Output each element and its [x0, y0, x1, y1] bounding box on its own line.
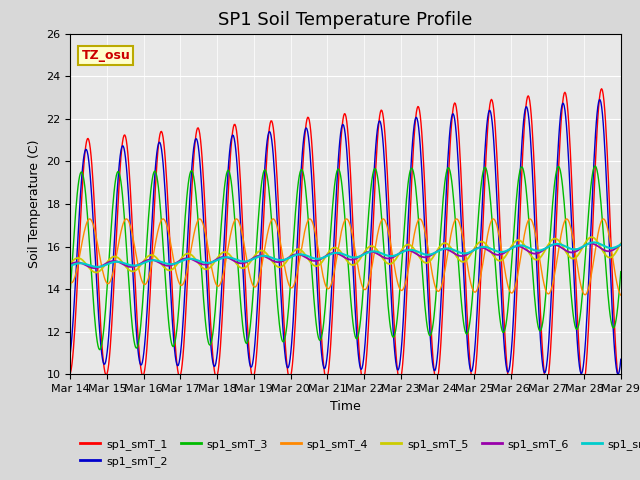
sp1_smT_4	[429, 276, 437, 282]
sp1_smT_4	[413, 220, 421, 226]
sp1_smT_2	[133, 337, 141, 343]
Line: sp1_smT_4: sp1_smT_4	[70, 219, 621, 295]
Legend: sp1_smT_1, sp1_smT_2, sp1_smT_3, sp1_smT_4, sp1_smT_5, sp1_smT_6, sp1_smT_7: sp1_smT_1, sp1_smT_2, sp1_smT_3, sp1_smT…	[76, 435, 640, 471]
sp1_smT_6	[67, 261, 74, 267]
sp1_smT_7	[617, 241, 625, 247]
sp1_smT_1	[189, 168, 196, 174]
sp1_smT_3	[95, 347, 103, 352]
sp1_smT_7	[93, 264, 101, 270]
sp1_smT_2	[189, 153, 196, 158]
sp1_smT_1	[598, 86, 605, 92]
sp1_smT_7	[219, 255, 227, 261]
sp1_smT_3	[77, 170, 84, 176]
sp1_smT_1	[413, 109, 420, 115]
sp1_smT_6	[429, 251, 437, 257]
sp1_smT_6	[134, 262, 141, 268]
sp1_smT_4	[133, 257, 141, 263]
sp1_smT_6	[91, 265, 99, 271]
sp1_smT_5	[190, 254, 198, 260]
sp1_smT_7	[413, 249, 421, 254]
sp1_smT_3	[429, 320, 437, 326]
sp1_smT_5	[67, 261, 74, 266]
Line: sp1_smT_6: sp1_smT_6	[70, 243, 621, 268]
sp1_smT_4	[190, 233, 198, 239]
sp1_smT_6	[587, 240, 595, 246]
sp1_smT_6	[190, 257, 198, 263]
sp1_smT_7	[67, 263, 74, 269]
sp1_smT_1	[133, 317, 141, 323]
sp1_smT_3	[219, 203, 227, 208]
sp1_smT_4	[617, 292, 625, 298]
sp1_smT_5	[429, 254, 437, 260]
sp1_smT_1	[616, 382, 624, 388]
sp1_smT_2	[429, 360, 436, 365]
sp1_smT_2	[596, 97, 604, 103]
sp1_smT_1	[67, 370, 74, 376]
sp1_smT_4	[77, 249, 84, 254]
sp1_smT_3	[190, 174, 198, 180]
sp1_smT_4	[219, 273, 227, 279]
sp1_smT_6	[77, 260, 84, 266]
Y-axis label: Soil Temperature (C): Soil Temperature (C)	[28, 140, 41, 268]
sp1_smT_3	[413, 200, 421, 206]
sp1_smT_7	[190, 256, 198, 262]
sp1_smT_2	[617, 357, 625, 362]
sp1_smT_5	[92, 270, 99, 276]
Line: sp1_smT_7: sp1_smT_7	[70, 242, 621, 267]
sp1_smT_4	[67, 279, 74, 285]
Line: sp1_smT_2: sp1_smT_2	[70, 100, 621, 374]
sp1_smT_7	[590, 240, 598, 245]
Text: TZ_osu: TZ_osu	[81, 49, 130, 62]
sp1_smT_7	[429, 251, 437, 256]
sp1_smT_3	[67, 286, 74, 292]
sp1_smT_5	[134, 266, 141, 272]
sp1_smT_1	[218, 319, 226, 324]
Line: sp1_smT_1: sp1_smT_1	[70, 89, 621, 385]
Line: sp1_smT_5: sp1_smT_5	[70, 237, 621, 273]
sp1_smT_2	[413, 114, 420, 120]
sp1_smT_6	[219, 254, 227, 260]
sp1_smT_2	[614, 371, 621, 377]
sp1_smT_1	[617, 380, 625, 386]
sp1_smT_2	[218, 280, 226, 286]
sp1_smT_5	[413, 251, 421, 256]
sp1_smT_5	[77, 256, 84, 262]
Title: SP1 Soil Temperature Profile: SP1 Soil Temperature Profile	[218, 11, 473, 29]
sp1_smT_3	[617, 269, 625, 275]
sp1_smT_7	[134, 262, 141, 268]
sp1_smT_4	[159, 216, 167, 222]
X-axis label: Time: Time	[330, 400, 361, 413]
sp1_smT_5	[617, 240, 625, 246]
sp1_smT_5	[588, 234, 596, 240]
sp1_smT_2	[67, 349, 74, 355]
sp1_smT_3	[591, 163, 598, 169]
sp1_smT_7	[77, 260, 84, 266]
Line: sp1_smT_3: sp1_smT_3	[70, 166, 621, 349]
sp1_smT_1	[429, 348, 436, 354]
sp1_smT_2	[77, 193, 84, 199]
sp1_smT_3	[134, 343, 141, 349]
sp1_smT_1	[77, 220, 84, 226]
sp1_smT_6	[617, 241, 625, 247]
sp1_smT_5	[219, 250, 227, 255]
sp1_smT_6	[413, 252, 421, 257]
